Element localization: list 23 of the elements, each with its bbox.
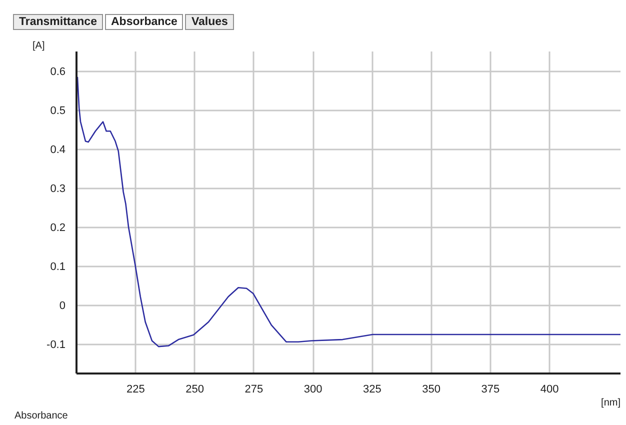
- y-tick-label: -0.1: [46, 339, 66, 352]
- y-tick-label: 0: [59, 300, 66, 312]
- x-axis-title: [nm]: [601, 398, 621, 408]
- y-tick-label: 0.3: [50, 183, 66, 196]
- text: Transmittance: [13, 14, 103, 30]
- y-axis-title: [A]: [32, 40, 45, 52]
- x-tick-label: 225: [126, 384, 145, 396]
- x-tick-label: 325: [362, 384, 382, 396]
- x-tick-label: 350: [422, 384, 440, 396]
- x-tick-label: 300: [304, 384, 322, 396]
- y-tick-label: 0.6: [50, 66, 66, 78]
- text: Absorbance: [104, 14, 184, 30]
- text: Absorbance: [14, 410, 68, 422]
- x-tick-label: 375: [481, 384, 500, 396]
- x-tick-label: 275: [244, 384, 264, 396]
- y-tick-label: 0.1: [50, 261, 66, 274]
- y-tick-label: 0.5: [50, 105, 66, 118]
- text: Values: [185, 14, 234, 30]
- y-tick-label: 0.4: [50, 144, 66, 156]
- x-tick-label: 250: [186, 384, 204, 396]
- y-tick-label: 0.2: [50, 222, 66, 234]
- x-tick-label: 400: [540, 384, 559, 396]
- line-series: [76, 76, 620, 348]
